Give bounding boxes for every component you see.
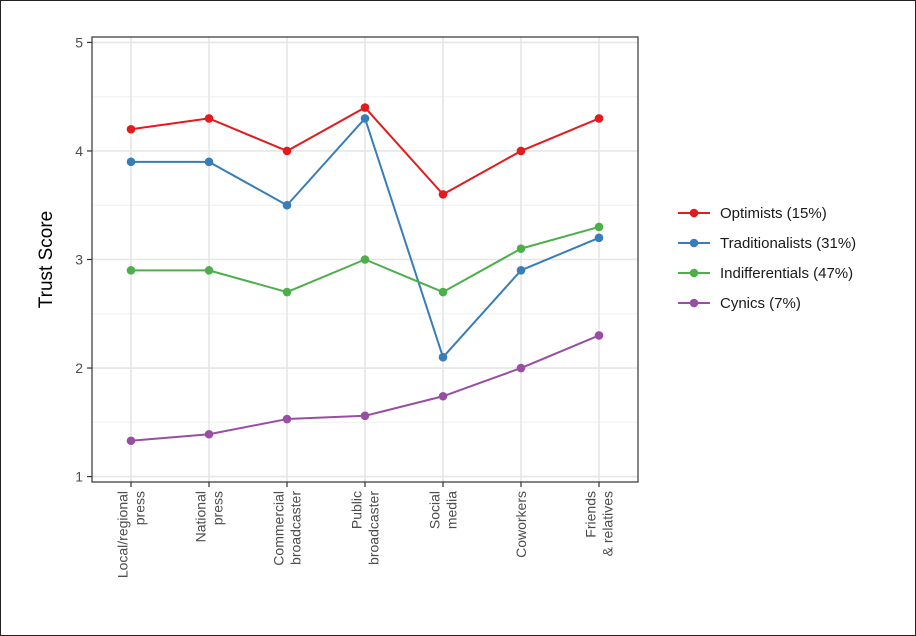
data-point — [594, 222, 604, 232]
x-tick-label: Local/regionalpress — [115, 491, 148, 578]
y-tick-label: 4 — [75, 143, 83, 159]
y-tick-label: 2 — [75, 360, 83, 376]
data-point — [438, 190, 448, 199]
x-tick-label-line: Friends — [583, 491, 599, 538]
legend-item: Cynics (7%) — [678, 295, 801, 312]
data-point — [594, 114, 604, 123]
y-tick-label: 5 — [75, 34, 83, 50]
legend-item: Optimists (15%) — [678, 205, 827, 222]
legend-key-point — [689, 298, 699, 308]
y-tick-label: 3 — [75, 252, 83, 268]
data-point — [204, 429, 214, 439]
legend-key-point — [689, 208, 699, 218]
data-point — [516, 363, 526, 373]
data-point — [438, 352, 448, 362]
legend-label: Cynics (7%) — [720, 295, 801, 312]
data-point — [516, 266, 526, 275]
x-tick-label: Coworkers — [513, 491, 529, 558]
x-tick-label-line: media — [444, 491, 460, 529]
x-tick-label-line: broadcaster — [288, 491, 304, 565]
y-axis: 1 2 3 4 5 — [75, 34, 92, 485]
data-point — [360, 103, 370, 112]
data-point — [282, 146, 292, 156]
series-1 — [126, 103, 604, 199]
x-tick-label: Socialmedia — [427, 491, 460, 529]
data-point — [360, 114, 370, 123]
legend-item: Traditionalists (31%) — [678, 235, 856, 252]
legend-key-point — [689, 238, 699, 248]
x-tick-label-line: Commercial — [271, 491, 287, 566]
data-point — [126, 157, 136, 167]
data-point — [204, 266, 214, 275]
x-tick-label: Friends& relatives — [583, 491, 616, 556]
data-point — [594, 331, 604, 340]
series-3 — [126, 222, 604, 297]
x-tick-label: Commercialbroadcaster — [271, 491, 304, 566]
legend-item: Indifferentials (47%) — [678, 265, 853, 282]
data-point — [438, 287, 448, 297]
x-tick-label: Publicbroadcaster — [349, 491, 382, 565]
legend: Optimists (15%) Traditionalists (31%) Indi… — [678, 205, 856, 312]
series-2 — [126, 114, 604, 362]
x-tick-label-line: National — [193, 491, 209, 542]
data-point — [282, 287, 292, 297]
data-point — [516, 146, 526, 156]
data-point — [126, 436, 136, 446]
x-tick-label-line: & relatives — [600, 491, 616, 556]
x-axis: Local/regionalpress Nationalpress Commerci… — [115, 482, 616, 578]
x-tick-label-line: press — [132, 491, 148, 525]
data-point — [126, 266, 136, 275]
legend-label: Traditionalists (31%) — [720, 235, 856, 252]
legend-label: Indifferentials (47%) — [720, 265, 853, 282]
data-point — [438, 391, 448, 401]
legend-label: Optimists (15%) — [720, 205, 827, 222]
x-tick-label-line: press — [210, 491, 226, 525]
data-point — [204, 114, 214, 123]
data-point — [282, 200, 292, 210]
y-axis-title: Trust Score — [36, 211, 57, 309]
series-4 — [126, 331, 604, 446]
x-tick-label-line: Coworkers — [513, 491, 529, 558]
x-tick-label: Nationalpress — [193, 491, 226, 542]
data-point — [360, 255, 370, 264]
data-point — [204, 157, 214, 167]
data-point — [126, 124, 136, 134]
data-point — [360, 411, 370, 421]
x-tick-label-line: Social — [427, 491, 443, 529]
data-point — [282, 414, 292, 424]
x-tick-label-line: Public — [349, 491, 365, 529]
x-tick-label-line: Local/regional — [115, 491, 131, 578]
legend-key-point — [689, 268, 699, 278]
data-point — [594, 233, 604, 243]
y-tick-label: 1 — [75, 469, 83, 485]
x-tick-label-line: broadcaster — [366, 491, 382, 565]
data-point — [516, 244, 526, 253]
